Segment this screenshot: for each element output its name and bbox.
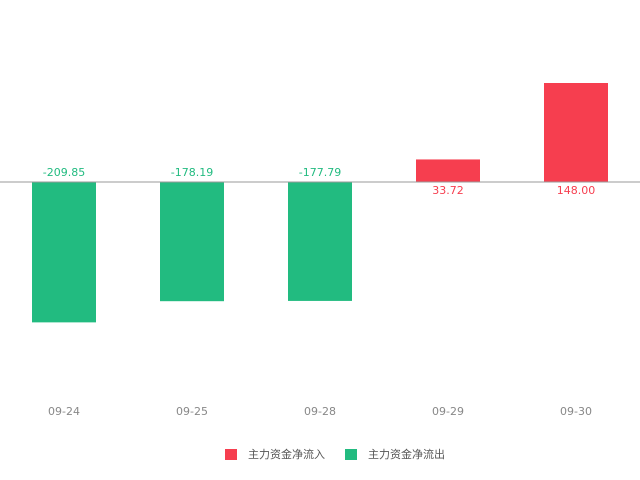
x-tick-label: 09-28 [304, 405, 336, 418]
x-tick-label: 09-30 [560, 405, 592, 418]
legend-label: 主力资金净流入 [248, 447, 325, 461]
legend-swatch [345, 449, 357, 460]
value-label: -178.19 [171, 166, 213, 179]
x-tick-label: 09-24 [48, 405, 80, 418]
value-label: -177.79 [299, 166, 341, 179]
bar [544, 83, 608, 182]
legend-swatch [225, 449, 237, 460]
bar [416, 159, 480, 182]
bar [32, 182, 96, 323]
x-tick-label: 09-29 [432, 405, 464, 418]
value-label: -209.85 [43, 166, 85, 179]
legend-label: 主力资金净流出 [368, 447, 445, 461]
bar [288, 182, 352, 301]
x-tick-label: 09-25 [176, 405, 208, 418]
bar [160, 182, 224, 302]
value-label: 148.00 [557, 184, 596, 197]
value-label: 33.72 [432, 184, 464, 197]
